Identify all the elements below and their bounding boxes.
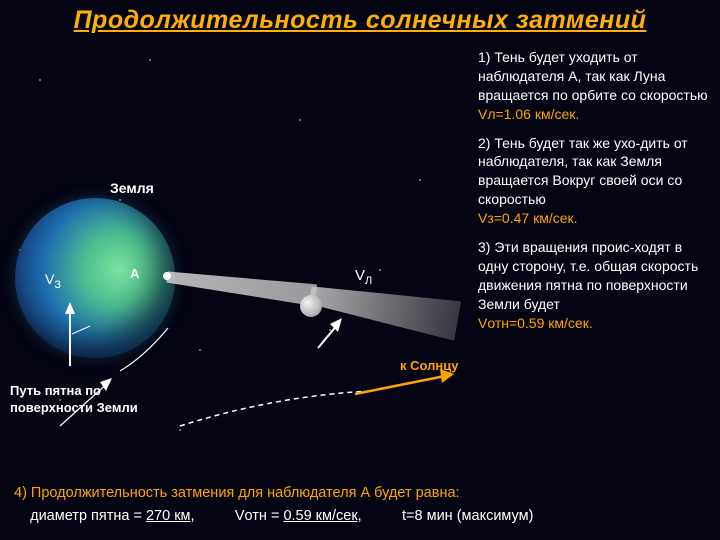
observer-point-a xyxy=(163,272,171,280)
moon-speed-value: Vл=1.06 км/сек. xyxy=(478,106,579,122)
explanation-2: 2) Тень будет так же ухо-дить от наблюда… xyxy=(478,134,712,228)
spot-diameter-value: 270 км, xyxy=(146,508,195,524)
eclipse-duration-value: t=8 мин (максимум) xyxy=(402,508,533,524)
shadow-path-label: Путь пятна по поверхности Земли xyxy=(10,383,138,417)
moon-velocity-label: VЛ xyxy=(355,267,372,287)
earth-velocity-label: VЗ xyxy=(45,271,61,291)
slide-title: Продолжительность солнечных затмений xyxy=(0,6,720,35)
explanation-1: 1) Тень будет уходить от наблюдателя А, … xyxy=(478,48,712,124)
umbra-cone-inner xyxy=(166,266,318,306)
conclusion-formula: диаметр пятна = 270 км, Vотн = 0.59 км/с… xyxy=(14,505,710,528)
conclusion-line1: 4) Продолжительность затмения для наблюд… xyxy=(14,482,710,505)
explanation-column: 1) Тень будет уходить от наблюдателя А, … xyxy=(478,48,712,342)
umbra-cone-outer xyxy=(307,275,462,340)
earth-label: Земля xyxy=(110,180,154,196)
moon-sphere xyxy=(300,295,322,317)
explanation-3: 3) Эти вращения проис-ходят в одну сторо… xyxy=(478,238,712,332)
to-sun-label: к Солнцу xyxy=(400,358,458,373)
rel-speed-value-bottom: 0.59 км/сек, xyxy=(283,508,361,524)
relative-speed-value: Vотн=0.59 км/сек. xyxy=(478,315,593,331)
conclusion-block: 4) Продолжительность затмения для наблюд… xyxy=(14,482,710,528)
eclipse-diagram: Земля A VЗ VЛ Путь пятна по поверхности … xyxy=(0,48,470,448)
earth-sphere xyxy=(15,198,175,358)
earth-speed-value: Vз=0.47 км/сек. xyxy=(478,210,578,226)
observer-a-label: A xyxy=(130,266,139,281)
